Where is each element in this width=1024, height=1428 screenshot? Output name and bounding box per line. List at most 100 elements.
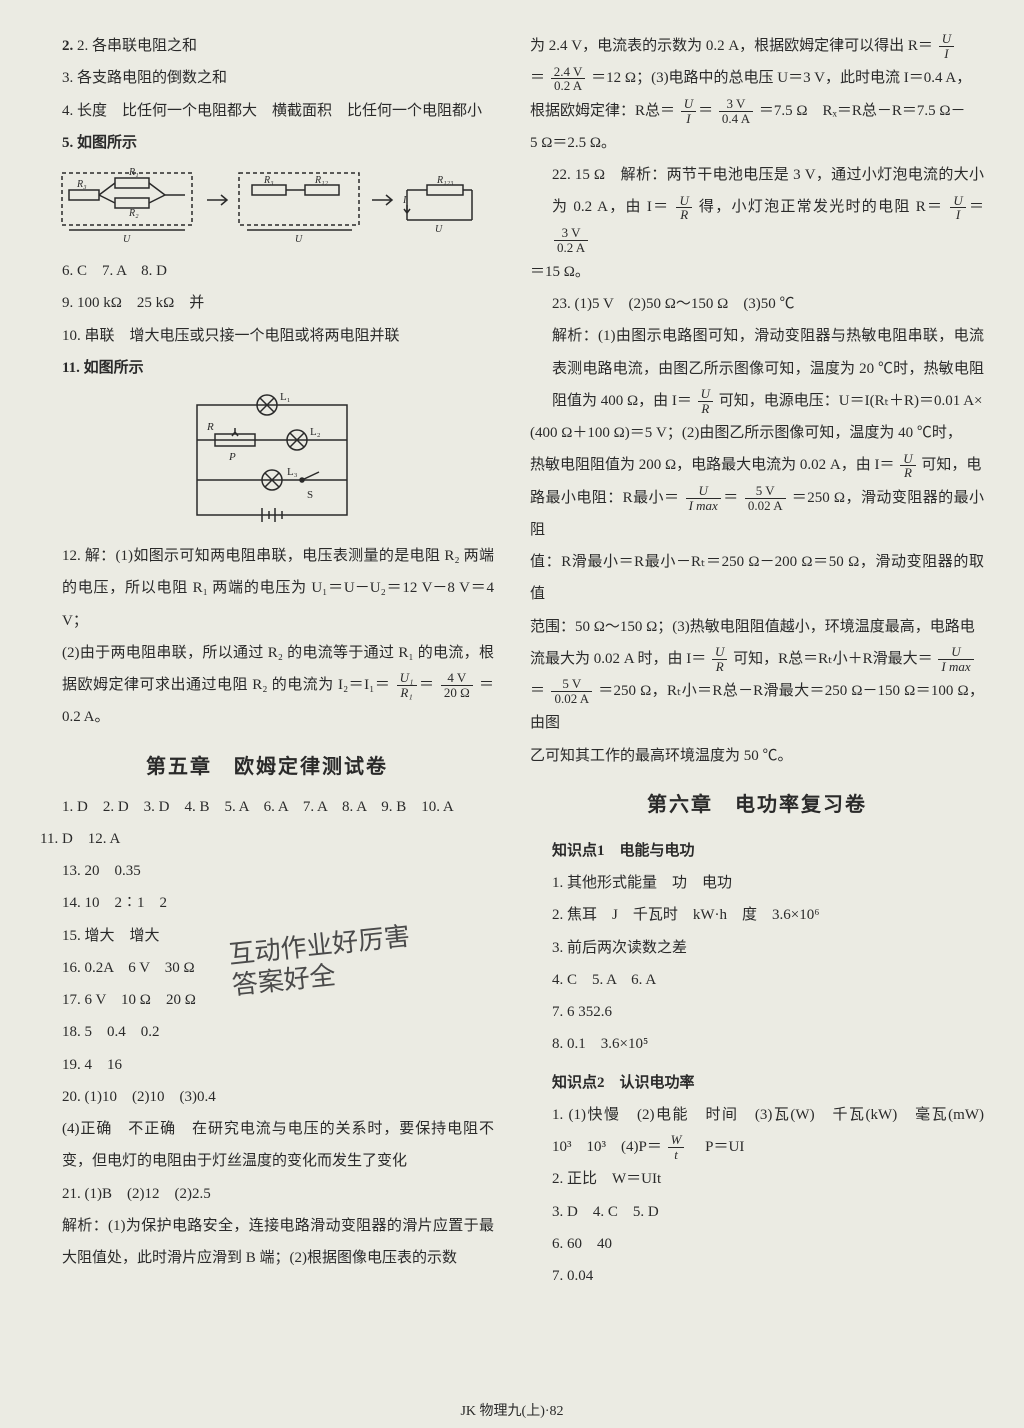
numerator: U [712,645,727,660]
text: 5. 如图所示 [62,135,137,151]
exp-8: ＝ 5 V0.02 A ＝250 Ω，Rₜ小＝R总－R滑最大＝250 Ω－150… [530,675,984,740]
svg-text:L₁: L₁ [280,391,291,403]
text: ＝7.5 Ω Rₓ＝R总－R＝7.5 Ω－ [759,103,966,119]
text: 4. 长度 比任何一个电阻都大 横截面积 比任何一个电阻都小 [62,103,482,119]
kp2-7: 7. 0.04 [530,1260,984,1292]
kp2-6: 6. 60 40 [530,1228,984,1260]
a17: 17. 6 V 10 Ω 20 Ω [40,984,494,1016]
fraction: UI [939,32,954,60]
circuit-diagram-1: R₁ R₂ R₃ R₃ R₁₂ R₁₂₃ U U U I [40,165,494,245]
denominator: 0.2 A [554,241,588,255]
label-u2: U [295,234,303,245]
text: 11. 如图所示 [62,360,144,376]
text: ＝ [530,683,545,699]
label-r1: R₁ [128,167,139,178]
fraction: UR [676,194,691,222]
numerator: 5 V [551,677,592,692]
a21-explain: 解析：(1)为保护电路安全，连接电路滑动变阻器的滑片应置于最大阻值处，此时滑片应… [40,1210,494,1275]
denominator: 0.4 A [719,112,753,126]
exp-3: 热敏电阻阻值为 200 Ω，电路最大电流为 0.02 A，由 I＝ UR 可知，… [530,449,984,481]
a16: 16. 0.2A 6 V 30 Ω [40,952,494,984]
text: (2)由于两电阻串联，所以通过 R₂ 的电流等于通过 R₁ 的电流，根据欧姆定律… [62,645,494,693]
item-9: 9. 100 kΩ 25 kΩ 并 [40,287,494,319]
kp1-title: 知识点1 电能与电功 [530,835,984,867]
fraction: U₁R₁ [397,671,417,699]
numerator: 2.4 V [551,65,586,80]
text: 可知，电 [921,457,981,473]
denominator: 0.02 A [745,499,786,513]
text: 热敏电阻阻值为 200 Ω，电路最大电流为 0.02 A，由 I＝ [530,457,894,473]
fraction: UI max [686,484,721,512]
kp2-3: 3. D 4. C 5. D [530,1196,984,1228]
exp-6: 范围：50 Ω～150 Ω；(3)热敏电阻阻值越小，环境温度最高，电路电 [530,611,984,643]
a13: 13. 20 0.35 [40,855,494,887]
fraction: 5 V0.02 A [745,484,786,512]
fraction: 2.4 V0.2 A [551,65,586,93]
fraction: UI [681,97,696,125]
kp1-8: 8. 0.1 3.6×10⁵ [530,1028,984,1060]
denominator: 0.2 A [551,79,586,93]
chapter-6-title: 第六章 电功率复习卷 [530,788,984,817]
text: P＝UI [690,1139,744,1155]
fraction: UI max [938,645,973,673]
numerator: U [681,97,696,112]
numerator: U [686,484,721,499]
kp1-1: 1. 其他形式能量 功 电功 [530,867,984,899]
a20b: (4)正确 不正确 在研究电流与电压的关系时，要保持电阻不变，但电灯的电阻由于灯… [40,1113,494,1178]
a15: 15. 增大 增大 [40,920,494,952]
numerator: U [900,452,915,467]
circuit-diagram-2: L₁ L₂ L₃ R P S [40,390,494,530]
denominator: R [676,208,691,222]
svg-text:S: S [307,489,313,501]
a20: 20. (1)10 (2)10 (3)0.4 [40,1081,494,1113]
a14: 14. 10 2∶1 2 [40,887,494,919]
cont-4: 5 Ω＝2.5 Ω。 [530,127,984,159]
text: ＝250 Ω，Rₜ小＝R总－R滑最大＝250 Ω－150 Ω＝100 Ω，由图 [530,683,984,731]
label-i: I [402,195,407,206]
item-5: 5. 如图所示 [40,127,494,159]
cont-3: 根据欧姆定律：R总＝ UI＝ 3 V0.4 A ＝7.5 Ω Rₓ＝R总－R＝7… [530,95,984,127]
svg-text:R: R [206,421,214,433]
text: 路最小电阻：R最小＝ [530,490,679,506]
item-12b: (2)由于两电阻串联，所以通过 R₂ 的电流等于通过 R₁ 的电流，根据欧姆定律… [40,637,494,734]
kp2-1: 1. (1)快慢 (2)电能 时间 (3)瓦(W) 千瓦(kW) 毫瓦(mW) … [530,1099,984,1164]
item-10: 10. 串联 增大电压或只接一个电阻或将两电阻并联 [40,320,494,352]
denominator: 0.02 A [551,692,592,706]
numerator: 4 V [441,671,473,686]
answers-1-10: 1. D 2. D 3. D 4. B 5. A 6. A 7. A 8. A … [40,791,494,823]
fraction: UI [950,194,965,222]
fraction: UR [712,645,727,673]
text: 为 2.4 V，电流表的示数为 0.2 A，根据欧姆定律可以得出 R＝ [530,38,933,54]
label-u1: U [123,234,131,245]
label-r12: R₁₂ [314,175,329,186]
numerator: U [938,645,973,660]
numerator: U [950,194,965,209]
fraction: 3 V0.2 A [554,226,588,254]
denominator: I max [938,660,973,674]
cont-2: ＝ 2.4 V0.2 A ＝12 Ω；(3)电路中的总电压 U＝3 V，此时电流… [530,62,984,94]
numerator: U [939,32,954,47]
a18: 18. 5 0.4 0.2 [40,1016,494,1048]
numerator: W [668,1133,685,1148]
exp-1: 解析：(1)由图示电路图可知，滑动变阻器与热敏电阻串联，电流表测电路电流，由图乙… [530,320,984,417]
answers-11-12: 11. D 12. A [40,823,494,855]
text: 9. 100 kΩ 25 kΩ 并 [62,295,204,311]
item-3: 3. 各支路电阻的倒数之和 [40,62,494,94]
a22: 22. 15 Ω 解析：两节干电池电压是 3 V，通过小灯泡电流的大小为 0.2… [530,159,984,256]
text: 6. C 7. A 8. D [62,263,167,279]
exp-4: 路最小电阻：R最小＝ UI max＝ 5 V0.02 A ＝250 Ω，滑动变阻… [530,482,984,547]
exp-2: (400 Ω＋100 Ω)＝5 V；(2)由图乙所示图像可知，温度为 40 ℃时… [530,417,984,449]
item-6-8: 6. C 7. A 8. D [40,255,494,287]
text: 3. 各支路电阻的倒数之和 [62,70,227,86]
item-12a: 12. 解：(1)如图示可知两电阻串联，电压表测量的是电阻 R₂ 两端的电压，所… [40,540,494,637]
right-column: 为 2.4 V，电流表的示数为 0.2 A，根据欧姆定律可以得出 R＝ UI ＝… [530,30,984,1408]
denominator: I [950,208,965,222]
label-r123: R₁₂₃ [436,175,454,186]
label-r3: R₃ [76,179,87,190]
text: ＝ [530,70,545,86]
numerator: U [676,194,691,209]
text: 得，小灯泡正常发光时的电阻 R＝ [699,199,943,215]
kp1-3: 3. 前后两次读数之差 [530,932,984,964]
item-11: 11. 如图所示 [40,352,494,384]
kp1-2: 2. 焦耳 J 千瓦时 kW·h 度 3.6×10⁶ [530,899,984,931]
